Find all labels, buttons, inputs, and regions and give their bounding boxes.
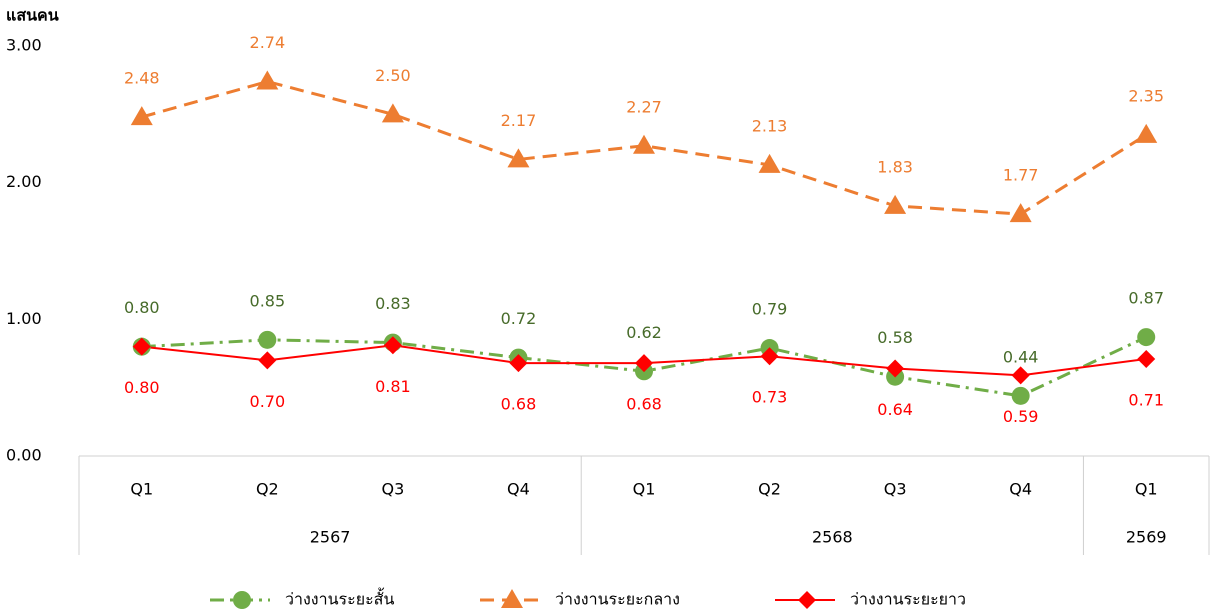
data-label: 0.59 — [1003, 407, 1039, 426]
data-label: 0.80 — [124, 298, 160, 317]
data-label: 0.72 — [501, 309, 537, 328]
x-tick-label: Q1 — [130, 480, 153, 499]
marker — [798, 591, 816, 609]
x-tick-label: Q3 — [884, 480, 907, 499]
x-tick-label: Q4 — [1009, 480, 1032, 499]
y-tick-label: 2.00 — [6, 172, 42, 191]
x-tick-label: Q4 — [507, 480, 530, 499]
data-label: 0.83 — [375, 294, 411, 313]
data-label: 2.13 — [752, 116, 788, 135]
data-label: 0.79 — [752, 300, 788, 319]
data-label: 2.35 — [1128, 86, 1164, 105]
marker — [132, 337, 151, 356]
data-label: 0.44 — [1003, 347, 1039, 366]
x-tick-label: Q2 — [758, 480, 781, 499]
marker — [760, 347, 779, 366]
marker — [1011, 386, 1030, 405]
data-label: 1.83 — [877, 157, 913, 176]
marker — [1011, 366, 1030, 385]
data-label: 0.80 — [124, 378, 160, 397]
marker — [633, 134, 655, 154]
data-label: 2.74 — [250, 33, 286, 52]
data-label: 2.48 — [124, 69, 160, 88]
x-tick-label: Q1 — [633, 480, 656, 499]
marker — [258, 330, 277, 349]
data-label: 0.81 — [375, 377, 411, 396]
x-tick-label: Q1 — [1135, 480, 1158, 499]
data-label: 1.77 — [1003, 166, 1039, 185]
data-label: 0.70 — [250, 392, 286, 411]
marker — [1137, 349, 1156, 368]
data-label: 0.64 — [877, 400, 913, 419]
data-label: 0.62 — [626, 323, 662, 342]
x-tick-label: Q3 — [381, 480, 404, 499]
y-tick-label: 0.00 — [6, 446, 42, 465]
data-label: 0.87 — [1128, 289, 1164, 308]
marker — [635, 354, 653, 373]
y-axis-label: แสนคน — [6, 6, 59, 25]
data-label: 2.17 — [501, 111, 537, 130]
data-label: 0.73 — [752, 388, 788, 407]
marker — [884, 194, 907, 214]
marker — [130, 106, 153, 126]
marker — [233, 591, 251, 609]
legend-label: ว่างงานระยะยาว — [850, 590, 966, 609]
marker — [501, 589, 523, 608]
marker — [1135, 123, 1158, 143]
data-label: 0.71 — [1128, 390, 1164, 409]
data-label: 0.68 — [501, 395, 537, 414]
x-tick-label: Q2 — [256, 480, 279, 499]
y-tick-label: 3.00 — [6, 36, 42, 55]
marker — [1009, 203, 1032, 223]
x-group-label: 2569 — [1126, 528, 1167, 547]
x-group-label: 2568 — [812, 528, 853, 547]
marker — [381, 103, 404, 123]
marker — [383, 336, 402, 355]
data-label: 0.85 — [250, 291, 286, 310]
marker — [509, 354, 528, 373]
data-label: 2.27 — [626, 97, 662, 116]
data-label: 0.58 — [877, 328, 913, 347]
y-tick-label: 1.00 — [6, 309, 42, 328]
marker — [758, 153, 781, 173]
legend-label: ว่างงานระยะกลาง — [555, 590, 680, 609]
data-label: 0.68 — [626, 395, 662, 414]
legend-label: ว่างงานระยะสั้น — [285, 588, 394, 609]
marker — [886, 359, 905, 378]
x-group-label: 2567 — [310, 528, 351, 547]
marker — [256, 70, 279, 90]
marker — [507, 148, 530, 168]
data-label: 2.50 — [375, 66, 411, 85]
marker — [1137, 328, 1156, 347]
marker — [258, 351, 277, 370]
